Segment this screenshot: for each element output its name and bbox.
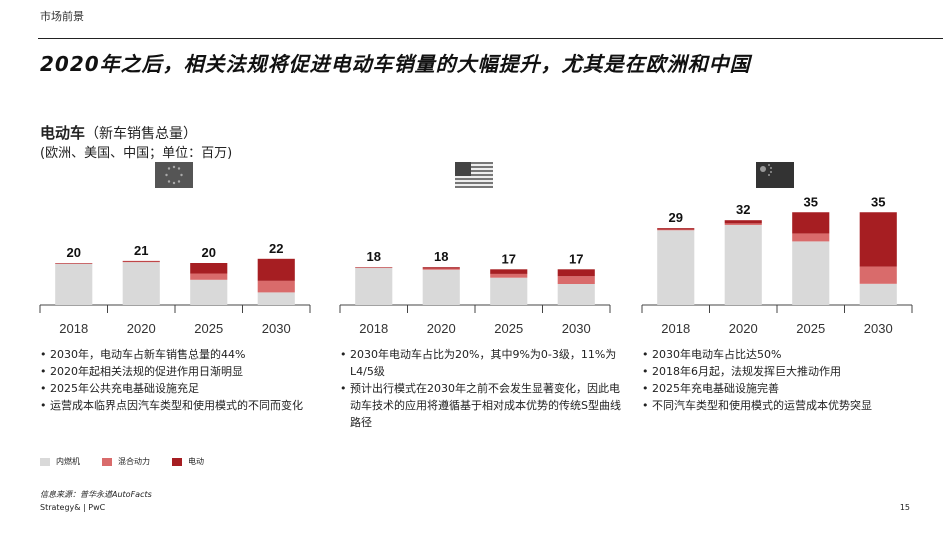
- bar-segment: [490, 273, 528, 278]
- bullets-europe: 2030年，电动车占新车销售总量的44% 2020年起相关法规的促进作用日渐明显…: [40, 346, 320, 414]
- page-number: 15: [899, 503, 910, 512]
- bullet-item: 不同汽车类型和使用模式的运营成本优势突显: [642, 397, 932, 414]
- bar-segment: [190, 263, 228, 274]
- legend-swatch: [102, 457, 112, 466]
- bullet-item: 2025年充电基础设施完善: [642, 380, 932, 397]
- bar-segment: [657, 228, 695, 230]
- bullets-usa: 2030年电动车占比为20%，其中9%为0-3级，11%为L4/5级 预计出行模…: [340, 346, 625, 431]
- bar-segment: [557, 284, 595, 305]
- bar-segment: [792, 241, 830, 305]
- bar-segment: [724, 223, 762, 225]
- legend-swatch: [172, 457, 182, 466]
- x-tick-label: 2025: [796, 321, 825, 336]
- bullet-item: 2030年，电动车占新车销售总量的44%: [40, 346, 320, 363]
- bar-total-label: 32: [736, 202, 750, 217]
- bar-segment: [557, 269, 595, 277]
- bar-charts: 2020182120202020252220301820181820201720…: [39, 194, 913, 336]
- x-tick-label: 2030: [262, 321, 291, 336]
- chart-subtitle: (欧洲、美国、中国；单位：百万): [40, 146, 233, 161]
- bar-segment: [122, 260, 160, 262]
- china-flag-icon: [756, 162, 794, 188]
- bullets-china: 2030年电动车占比达50% 2018年6月起，法规发挥巨大推动作用 2025年…: [642, 346, 932, 414]
- bar-total-label: 20: [202, 245, 216, 260]
- bar-segment: [657, 230, 695, 305]
- bar-segment: [122, 262, 160, 305]
- bar-segment: [190, 273, 228, 280]
- bar-segment: [490, 277, 528, 305]
- bar-segment: [422, 268, 460, 270]
- bullet-item: 2030年电动车占比达50%: [642, 346, 932, 363]
- bar-total-label: 17: [569, 251, 583, 266]
- bar-segment: [724, 220, 762, 224]
- footer-brand: Strategy& | PwC: [40, 503, 106, 512]
- bar-segment: [122, 261, 160, 263]
- x-tick-label: 2020: [729, 321, 758, 336]
- bar-segment: [657, 229, 695, 231]
- x-tick-label: 2030: [864, 321, 893, 336]
- bullet-item: 2025年公共充电基础设施充足: [40, 380, 320, 397]
- bullet-item: 2018年6月起，法规发挥巨大推动作用: [642, 363, 932, 380]
- bar-segment: [557, 276, 595, 284]
- bar-segment: [257, 292, 295, 305]
- x-tick-label: 2020: [427, 321, 456, 336]
- section-label: 市场前景: [40, 10, 84, 23]
- x-tick-label: 2025: [194, 321, 223, 336]
- legend-label: 内燃机: [56, 457, 80, 466]
- chart-title: 电动车（新车销售总量）: [40, 122, 197, 143]
- bar-total-label: 22: [269, 241, 283, 256]
- bar-segment: [792, 233, 830, 242]
- bar-segment: [490, 269, 528, 274]
- bar-segment: [422, 269, 460, 305]
- bar-total-label: 35: [871, 194, 885, 209]
- bar-segment: [859, 283, 897, 305]
- chart-title-bold: 电动车: [40, 124, 86, 142]
- us-flag-icon: [455, 162, 493, 188]
- legend-item-hybrid: 混合动力: [102, 456, 150, 467]
- bullet-item: 2030年电动车占比为20%，其中9%为0-3级，11%为L4/5级: [340, 346, 625, 380]
- bar-segment: [257, 258, 295, 281]
- bar-segment: [257, 280, 295, 293]
- legend-label: 电动: [188, 457, 204, 466]
- eu-flag-icon: [155, 162, 193, 188]
- bar-segment: [724, 224, 762, 305]
- bar-total-label: 35: [804, 194, 818, 209]
- chart-title-rest: （新车销售总量）: [85, 126, 198, 142]
- bullet-item: 预计出行模式在2030年之前不会发生显著变化，因此电动车技术的应用将遵循基于相对…: [340, 380, 625, 431]
- bar-segment: [792, 212, 830, 234]
- bar-total-label: 18: [434, 249, 448, 264]
- bullet-item: 2020年起相关法规的促进作用日渐明显: [40, 363, 320, 380]
- legend-item-ice: 内燃机: [40, 456, 80, 467]
- legend-label: 混合动力: [118, 457, 150, 466]
- bar-segment: [859, 266, 897, 284]
- bar-segment: [859, 212, 897, 267]
- bar-segment: [190, 279, 228, 305]
- x-tick-label: 2018: [661, 321, 690, 336]
- bar-total-label: 17: [502, 251, 516, 266]
- bar-total-label: 29: [669, 210, 683, 225]
- x-tick-label: 2018: [59, 321, 88, 336]
- x-tick-label: 2018: [359, 321, 388, 336]
- bar-total-label: 21: [134, 243, 148, 258]
- bar-total-label: 20: [67, 245, 81, 260]
- bar-total-label: 18: [367, 249, 381, 264]
- x-tick-label: 2030: [562, 321, 591, 336]
- x-tick-label: 2025: [494, 321, 523, 336]
- x-tick-label: 2020: [127, 321, 156, 336]
- bar-segment: [422, 267, 460, 269]
- bullet-item: 运营成本临界点因汽车类型和使用模式的不同而变化: [40, 397, 320, 414]
- legend-swatch: [40, 457, 50, 466]
- bar-segment: [355, 268, 393, 305]
- source-note: 信息来源：普华永道AutoFacts: [40, 490, 152, 499]
- legend: 内燃机 混合动力 电动: [40, 456, 204, 467]
- bar-segment: [55, 263, 93, 305]
- headline: 2020年之后，相关法规将促进电动车销量的大幅提升，尤其是在欧洲和中国: [40, 52, 751, 76]
- legend-item-electric: 电动: [172, 456, 204, 467]
- header-rule: [38, 38, 943, 39]
